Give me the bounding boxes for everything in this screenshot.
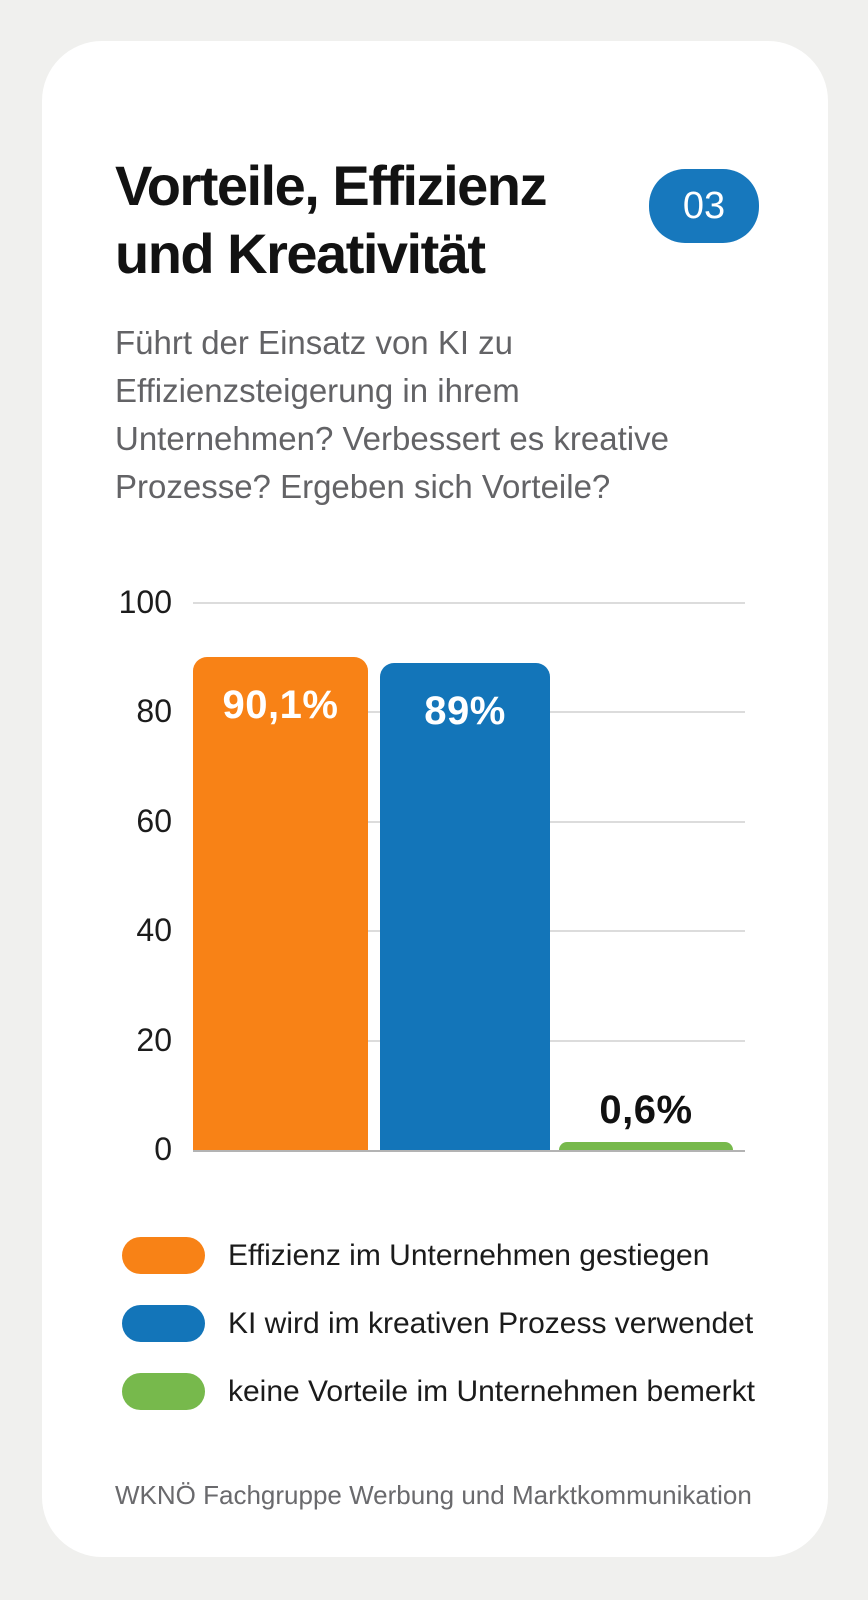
y-axis-tick-label: 0 [154,1131,172,1167]
y-axis-tick-label: 40 [136,912,172,949]
y-axis-tick-label: 100 [118,584,172,620]
source-attribution: WKNÖ Fachgruppe Werbung und Marktkommuni… [115,1480,752,1510]
bar-value-label: 0,6% [599,1088,693,1132]
slide-number-badge: 03 [649,169,759,243]
subtitle-line: Effizienzsteigerung in ihrem [115,372,520,409]
y-axis-tick-label: 80 [136,693,172,730]
legend-label: Effizienz im Unternehmen gestiegen [228,1239,710,1272]
subtitle-text: Führt der Einsatz von KI zu Effizienzste… [115,319,669,511]
y-axis-tick-label: 60 [136,802,172,839]
legend-swatch-icon [122,1373,205,1410]
legend-item: Effizienz im Unternehmen gestiegen [122,1237,755,1274]
title-line-2: und Kreativität [115,222,486,285]
legend-label: KI wird im kreativen Prozess verwendet [228,1307,754,1340]
legend-swatch-icon [122,1237,205,1274]
gridline [193,602,745,604]
title-line-1: Vorteile, Effizienz [115,154,547,217]
bar-chart-plot-area: 100 80 60 40 20 0 90,1% 89% 0,6% [119,586,745,1165]
infographic-card: Vorteile, Effizienz und Kreativität 03 F… [42,41,828,1557]
chart-bar: 90,1% [193,657,368,1150]
subtitle-line: Unternehmen? Verbessert es kreative [115,420,669,457]
chart-bar: 0,6% [559,1090,733,1150]
bar-value-label: 89% [424,689,506,734]
y-axis-tick-label: 20 [136,1021,172,1058]
chart-legend: Effizienz im Unternehmen gestiegen KI wir… [122,1237,755,1410]
chart-bar: 89% [380,663,550,1150]
subtitle-line: Prozesse? Ergeben sich Vorteile? [115,468,611,505]
subtitle-line: Führt der Einsatz von KI zu [115,324,514,361]
bar-value-label: 90,1% [222,683,339,728]
page-title: Vorteile, Effizienz und Kreativität [115,152,547,288]
legend-item: KI wird im kreativen Prozess verwendet [122,1305,755,1342]
legend-item: keine Vorteile im Unternehmen bemerkt [122,1373,755,1410]
legend-label: keine Vorteile im Unternehmen bemerkt [228,1375,755,1408]
legend-swatch-icon [122,1305,205,1342]
